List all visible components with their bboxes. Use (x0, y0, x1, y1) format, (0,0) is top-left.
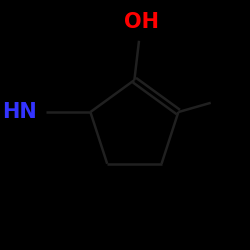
Text: HN: HN (2, 102, 37, 122)
Text: OH: OH (124, 12, 159, 32)
